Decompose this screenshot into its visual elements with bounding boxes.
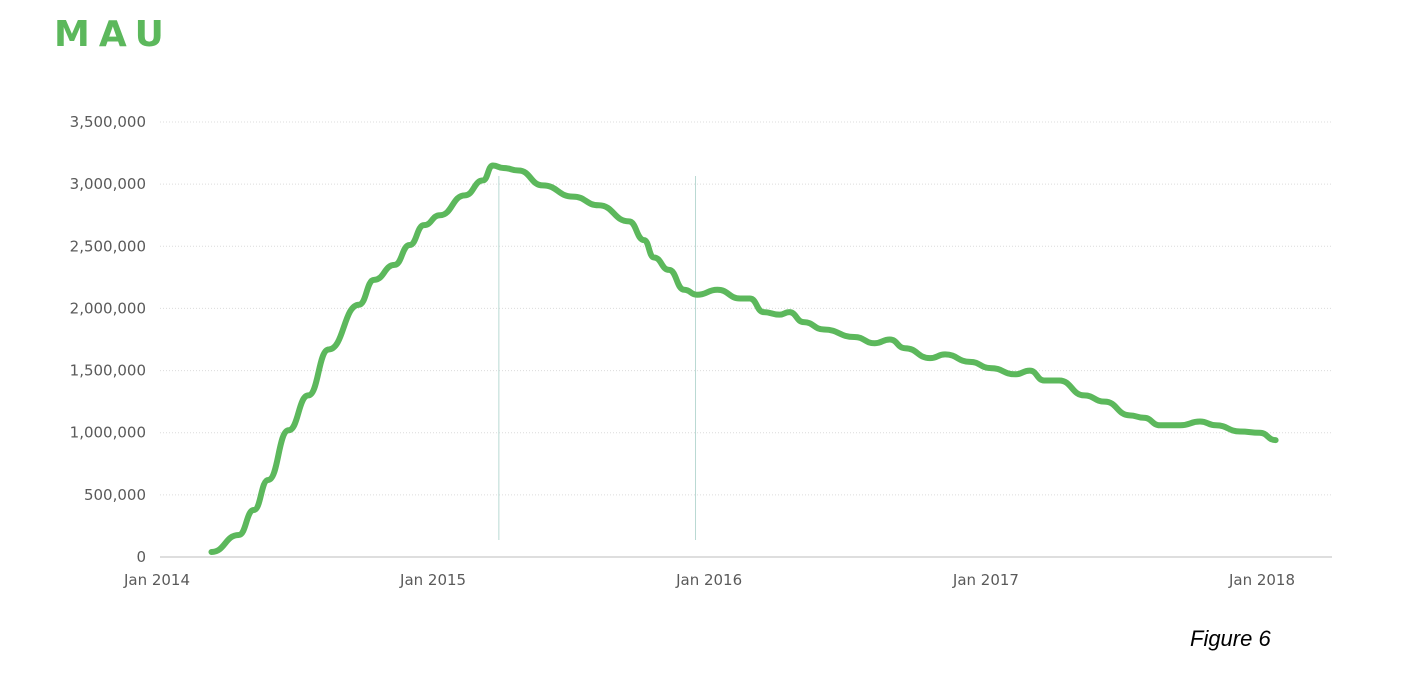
data-point [1215,425,1216,426]
data-point [308,395,309,396]
series-line [208,162,1279,556]
data-point [288,430,289,431]
chart-title: MAU [54,14,173,55]
y-tick-label: 500,000 [84,486,146,504]
data-point [1059,380,1060,381]
data-point [669,269,670,270]
data-point [358,304,359,305]
data-point [684,289,685,290]
data-point [990,368,991,369]
data-point [211,552,212,553]
y-tick-label: 1,000,000 [70,424,146,442]
data-point [945,354,946,355]
y-tick-label: 3,500,000 [70,113,146,131]
x-tick-label: Jan 2017 [952,571,1019,589]
data-point [482,180,483,181]
data-point [644,240,645,241]
data-point [1015,374,1016,375]
data-point [889,339,890,340]
data-point [492,165,493,166]
data-point [970,361,971,362]
x-tick-label: Jan 2015 [399,571,466,589]
x-tick-label: Jan 2014 [123,571,190,589]
data-point [874,343,875,344]
y-tick-label: 2,500,000 [70,237,146,255]
x-tick-label: Jan 2018 [1228,571,1295,589]
data-point [542,185,543,186]
data-point [1029,370,1030,371]
data-point [598,205,599,206]
data-point [697,294,698,295]
data-point [628,221,629,222]
data-point [779,314,780,315]
data-point [1240,431,1241,432]
data-point [1180,425,1181,426]
data-point [253,510,254,511]
data-point [572,196,573,197]
figure-caption: Figure 6 [1190,626,1271,651]
y-tick-label: 3,000,000 [70,175,146,193]
data-point [423,225,424,226]
data-point [905,348,906,349]
data-point [518,170,519,171]
data-point [439,215,440,216]
data-point [409,245,410,246]
data-point [929,358,930,359]
data-point [1129,415,1130,416]
data-point [1199,421,1200,422]
data-point [1044,380,1045,381]
data-point [394,264,395,265]
data-point [464,195,465,196]
data-point [1159,425,1160,426]
data-point [824,329,825,330]
data-point [238,535,239,536]
data-point [1104,401,1105,402]
data-point [503,167,504,168]
data-point [740,298,741,299]
data-point [653,257,654,258]
data-point [789,312,790,313]
data-point [1144,417,1145,418]
data-point [1275,440,1276,441]
y-tick-label: 1,500,000 [70,362,146,380]
y-tick-label: 2,000,000 [70,299,146,317]
data-point [763,312,764,313]
data-point [749,298,750,299]
data-point [1259,432,1260,433]
y-tick-label: 0 [136,548,146,566]
data-point [328,349,329,350]
x-tick-label: Jan 2016 [675,571,742,589]
data-point [268,479,269,480]
data-point [803,322,804,323]
data-point [854,337,855,338]
data-point [717,289,718,290]
data-point [374,279,375,280]
data-point [1084,395,1085,396]
